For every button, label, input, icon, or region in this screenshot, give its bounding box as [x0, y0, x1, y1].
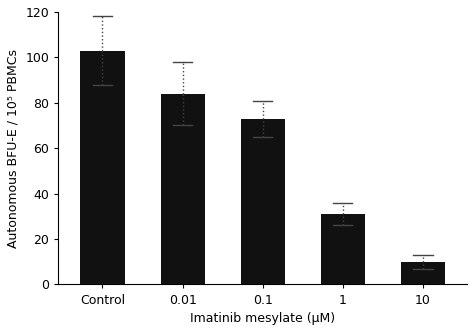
Bar — [161, 94, 205, 285]
Y-axis label: Autonomous BFU-E / 10⁵ PBMCs: Autonomous BFU-E / 10⁵ PBMCs — [7, 49, 20, 248]
Bar — [401, 262, 445, 285]
Bar — [81, 50, 125, 285]
X-axis label: Imatinib mesylate (μM): Imatinib mesylate (μM) — [190, 312, 335, 325]
Bar — [241, 119, 285, 285]
Bar — [321, 214, 365, 285]
